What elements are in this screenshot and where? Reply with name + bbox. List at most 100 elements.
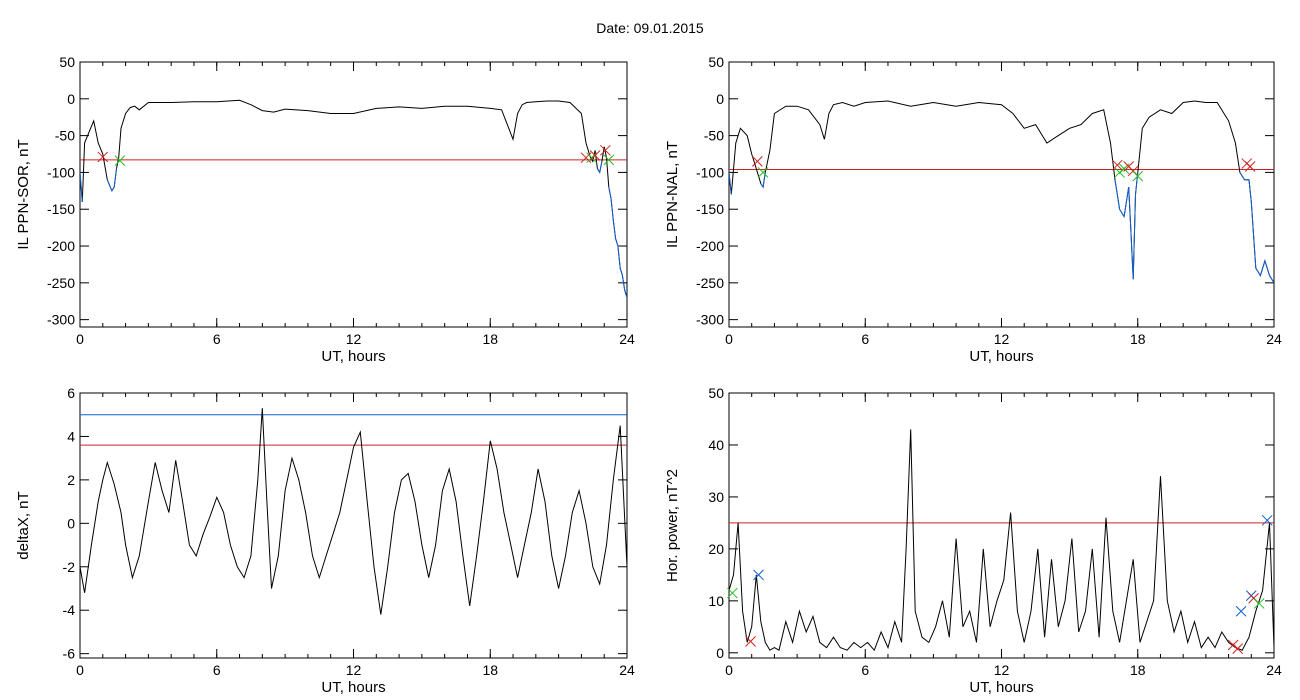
below-threshold-segment <box>596 161 603 174</box>
event-marker <box>599 144 611 156</box>
event-marker <box>1227 639 1239 651</box>
x-axis-label: UT, hours <box>321 679 385 696</box>
plot-area <box>80 408 627 615</box>
y-axis-label: Hor. power, nT^2 <box>664 469 681 582</box>
y-tick-label: 20 <box>708 541 724 557</box>
plot-area <box>729 429 1274 652</box>
x-tick-label: 12 <box>346 662 362 678</box>
panel-ppn-sor: 0 6 12 18 24 50 0 -50 -100 -150 -200 -250 -300 UT, ho… <box>15 54 635 365</box>
y-tick-label: -300 <box>47 312 75 328</box>
plot-frame <box>79 392 628 659</box>
y-tick-label: 0 <box>716 645 724 661</box>
x-tick-label: 12 <box>994 331 1010 347</box>
y-tick-label: -100 <box>696 164 724 180</box>
event-marker <box>753 569 764 581</box>
y-tick-label: 4 <box>67 428 75 444</box>
y-tick-label: 50 <box>708 54 724 70</box>
y-tick-label: -200 <box>696 238 724 254</box>
below-threshold-segment <box>760 172 766 189</box>
y-tick-label: -250 <box>47 275 75 291</box>
series-line <box>729 100 1274 284</box>
series-line <box>80 99 627 298</box>
y-tick-label: -250 <box>696 275 724 291</box>
below-threshold-segment <box>1114 172 1139 280</box>
event-marker <box>1232 643 1244 655</box>
panel-deltax: 0 6 12 18 24 6 4 2 0 -2 -4 -6 UT, hours deltaX, nT <box>15 385 635 696</box>
x-tick-label: 6 <box>861 662 869 678</box>
x-tick-label: 6 <box>861 331 869 347</box>
x-tick-label: 18 <box>482 331 498 347</box>
x-tick-label: 0 <box>725 662 733 678</box>
panel-ppn-nal: 0 6 12 18 24 50 0 -50 -100 -150 -200 -250 -300 UT, ho… <box>664 54 1282 365</box>
y-tick-label: -100 <box>47 164 75 180</box>
event-marker <box>1111 159 1123 171</box>
y-tick-label: 50 <box>59 54 75 70</box>
x-tick-label: 24 <box>619 662 635 678</box>
event-marker <box>1244 161 1256 172</box>
event-marker <box>757 167 769 178</box>
x-tick-label: 6 <box>213 331 221 347</box>
below-threshold-segment <box>1239 172 1274 284</box>
panel-hor-power: 0 6 12 18 24 50 40 30 20 10 0 UT, hours Hor. power, … <box>664 385 1282 696</box>
y-tick-label: -150 <box>47 201 75 217</box>
plot-area <box>729 100 1274 284</box>
y-tick-label: -50 <box>55 128 75 144</box>
below-threshold-segment <box>80 172 83 202</box>
y-tick-label: -200 <box>47 238 75 254</box>
x-tick-label: 24 <box>619 331 635 347</box>
x-tick-label: 18 <box>1130 662 1146 678</box>
event-marker <box>745 636 756 647</box>
x-axis-label: UT, hours <box>969 348 1033 365</box>
y-tick-label: 10 <box>708 593 724 609</box>
page-title: Date: 09.01.2015 <box>596 20 704 36</box>
y-tick-label: 40 <box>708 437 724 453</box>
x-axis-label: UT, hours <box>969 679 1033 696</box>
x-tick-label: 18 <box>482 662 498 678</box>
series-line <box>80 408 627 615</box>
event-marker <box>1132 170 1144 182</box>
x-tick-label: 12 <box>346 331 362 347</box>
event-marker <box>586 152 598 164</box>
series-line <box>729 429 1274 652</box>
y-tick-label: 6 <box>67 385 75 401</box>
x-tick-label: 0 <box>76 331 84 347</box>
event-marker <box>727 587 738 599</box>
y-tick-label: -150 <box>696 201 724 217</box>
x-tick-label: 6 <box>213 662 221 678</box>
y-axis-label: IL PPN-NAL, nT <box>664 141 681 248</box>
event-marker <box>752 156 763 167</box>
below-threshold-segment <box>608 187 627 298</box>
y-axis-label: deltaX, nT <box>15 491 32 559</box>
event-marker <box>1114 167 1125 178</box>
event-marker <box>580 152 592 164</box>
event-marker <box>1261 514 1273 526</box>
x-tick-label: 0 <box>725 331 733 347</box>
event-marker <box>603 154 615 166</box>
y-tick-label: 0 <box>67 515 75 531</box>
event-marker <box>1253 598 1265 609</box>
event-marker <box>114 155 126 166</box>
below-threshold-segment <box>729 172 732 195</box>
x-tick-label: 0 <box>76 662 84 678</box>
y-tick-label: -4 <box>63 602 76 618</box>
x-tick-label: 18 <box>1130 331 1146 347</box>
plot-frame <box>79 61 628 328</box>
y-tick-label: -6 <box>63 646 76 662</box>
below-threshold-segment <box>106 168 117 192</box>
y-tick-label: 30 <box>708 489 724 505</box>
plot-area <box>80 99 627 298</box>
x-tick-label: 24 <box>1266 662 1282 678</box>
y-tick-label: -300 <box>696 312 724 328</box>
plot-frame <box>728 392 1275 659</box>
y-tick-label: 0 <box>716 91 724 107</box>
y-axis-label: IL PPN-SOR, nT <box>15 139 32 249</box>
x-tick-label: 24 <box>1266 331 1282 347</box>
x-tick-label: 12 <box>994 662 1010 678</box>
y-tick-label: 2 <box>67 472 75 488</box>
event-marker <box>1235 605 1247 617</box>
event-marker <box>589 150 601 161</box>
y-tick-label: 0 <box>67 91 75 107</box>
event-marker <box>97 151 109 163</box>
x-axis-label: UT, hours <box>321 348 385 365</box>
